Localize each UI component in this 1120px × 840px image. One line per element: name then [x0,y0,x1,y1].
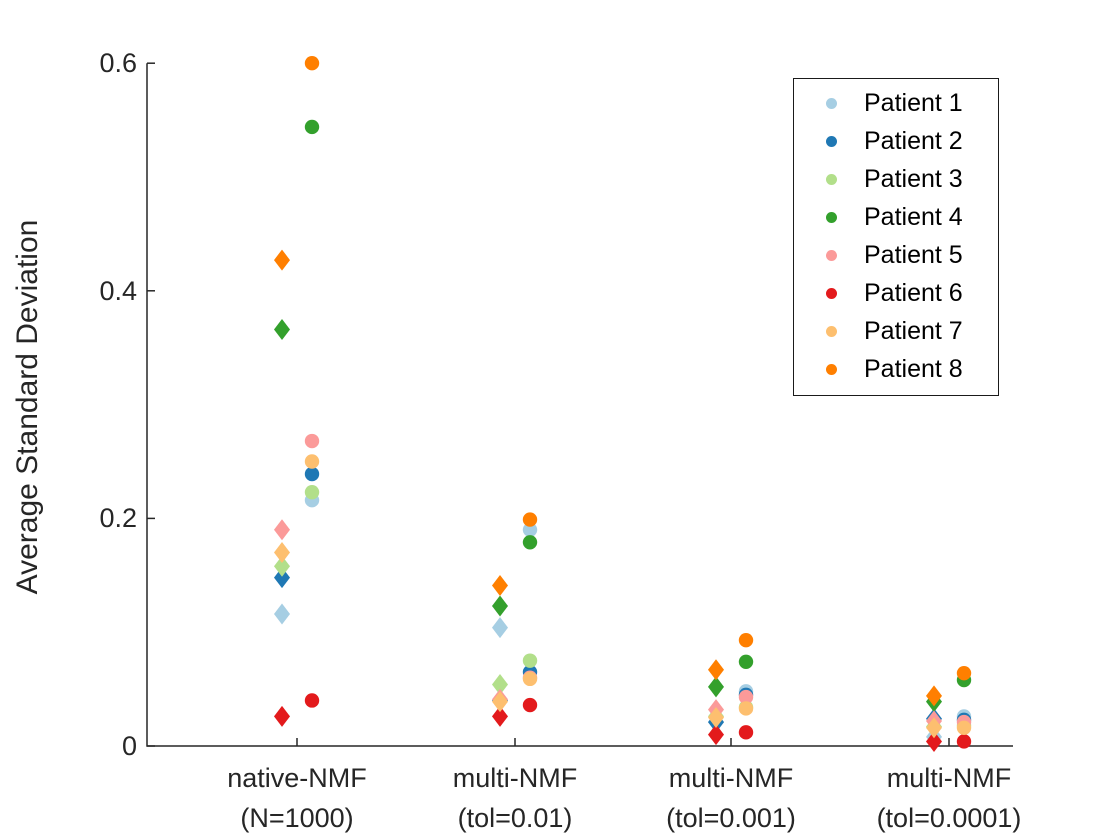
legend-marker-circle-icon [826,135,837,147]
x-tick-label-line2: (N=1000) [240,803,354,833]
legend-entry-patient-1: Patient 1 [794,84,998,122]
point-p8-circle-cat3 [738,632,754,648]
y-tick-label: 0.4 [99,275,137,306]
point-p6-diamond-cat2 [492,705,508,727]
point-p6-diamond-cat4 [926,730,942,752]
x-tick-label-line1: multi-NMF [668,763,794,793]
point-p3-diamond-cat1 [274,555,290,577]
x-tick-label-line1: multi-NMF [452,763,578,793]
legend-marker-circle-icon [826,211,837,223]
legend-label: Patient 7 [864,316,963,345]
point-p3-circle-cat1 [304,485,320,500]
point-p1-circle-cat2 [522,522,538,537]
point-p8-circle-cat4 [956,665,972,681]
x-tick-label: multi-NMF (tol=0.01) [395,758,635,838]
point-p4-circle-cat2 [522,535,538,550]
legend-label: Patient 1 [864,88,963,117]
x-tick-label: multi-NMF (tol=0.001) [611,758,851,838]
legend-entry-patient-8: Patient 8 [794,350,998,388]
legend-box: Patient 1 Patient 2 Patient 3 Patient 4 Pati… [793,78,999,396]
y-axis-title: Average Standard Deviation [11,219,44,595]
legend-label: Patient 6 [864,278,963,307]
legend-marker-circle-icon [826,287,837,299]
legend-entry-patient-6: Patient 6 [794,274,998,312]
point-p5-diamond-cat1 [274,519,290,541]
x-tick-label-line2: (tol=0.001) [666,803,796,833]
x-tick-label-line1: multi-NMF [886,763,1012,793]
x-tick-label: native-NMF (N=1000) [177,758,417,838]
point-p6-circle-cat3 [738,725,754,740]
point-p8-circle-cat2 [522,512,538,527]
point-p8-diamond-cat1 [274,249,290,271]
point-p7-circle-cat1 [304,454,320,469]
point-p1-diamond-cat1 [274,603,290,625]
point-p3-circle-cat2 [522,653,538,668]
legend-entry-patient-5: Patient 5 [794,236,998,274]
x-tick-label-line2: (tol=0.01) [457,803,573,833]
legend-marker-circle-icon [826,249,837,261]
point-p7-diamond-cat4 [926,717,942,739]
y-tick-label: 0.2 [99,503,137,534]
point-p4-diamond-cat3 [708,676,724,698]
point-p6-diamond-cat3 [708,724,724,746]
point-p4-diamond-cat2 [492,595,508,617]
point-p8-diamond-cat2 [492,575,508,597]
y-tick-label: 0.6 [99,48,137,79]
legend-marker-circle-icon [826,173,837,185]
legend-label: Patient 3 [864,164,963,193]
point-p5-circle-cat1 [304,433,320,449]
point-p2-diamond-cat1 [274,567,290,589]
point-p7-diamond-cat3 [708,707,724,729]
legend-label: Patient 5 [864,240,963,269]
legend-entry-patient-3: Patient 3 [794,160,998,198]
y-tick-label: 0 [121,731,137,761]
point-p8-diamond-cat4 [926,685,942,707]
x-tick-label: multi-NMF (tol=0.0001) [829,758,1069,838]
x-tick-label-line1: native-NMF [227,763,367,793]
legend-entry-patient-2: Patient 2 [794,122,998,160]
x-tick-label-line2: (tol=0.0001) [876,803,1022,833]
point-p6-circle-cat4 [956,734,972,749]
legend-label: Patient 2 [864,126,963,155]
point-p8-circle-cat1 [304,56,320,71]
point-p1-diamond-cat2 [492,617,508,639]
point-p2-circle-cat1 [304,466,320,482]
point-p7-circle-cat3 [738,701,754,716]
point-p7-diamond-cat1 [274,542,290,564]
point-p5-circle-cat3 [738,689,754,705]
point-p7-circle-cat2 [522,671,538,687]
point-p3-diamond-cat2 [492,674,508,696]
legend-label: Patient 4 [864,202,963,231]
point-p4-diamond-cat1 [274,318,290,340]
legend-label: Patient 8 [864,354,963,383]
legend-marker-circle-icon [826,97,837,109]
point-p6-circle-cat1 [304,693,320,708]
point-p7-diamond-cat2 [492,691,508,713]
point-p4-circle-cat3 [738,654,754,669]
legend-entry-patient-7: Patient 7 [794,312,998,350]
point-p6-diamond-cat1 [274,705,290,727]
point-p7-circle-cat4 [956,720,972,735]
legend-entry-patient-4: Patient 4 [794,198,998,236]
point-p8-diamond-cat3 [708,659,724,681]
legend-marker-circle-icon [826,325,837,337]
point-p6-circle-cat2 [522,697,538,713]
point-p4-circle-cat1 [304,119,320,135]
legend-marker-circle-icon [826,363,837,375]
